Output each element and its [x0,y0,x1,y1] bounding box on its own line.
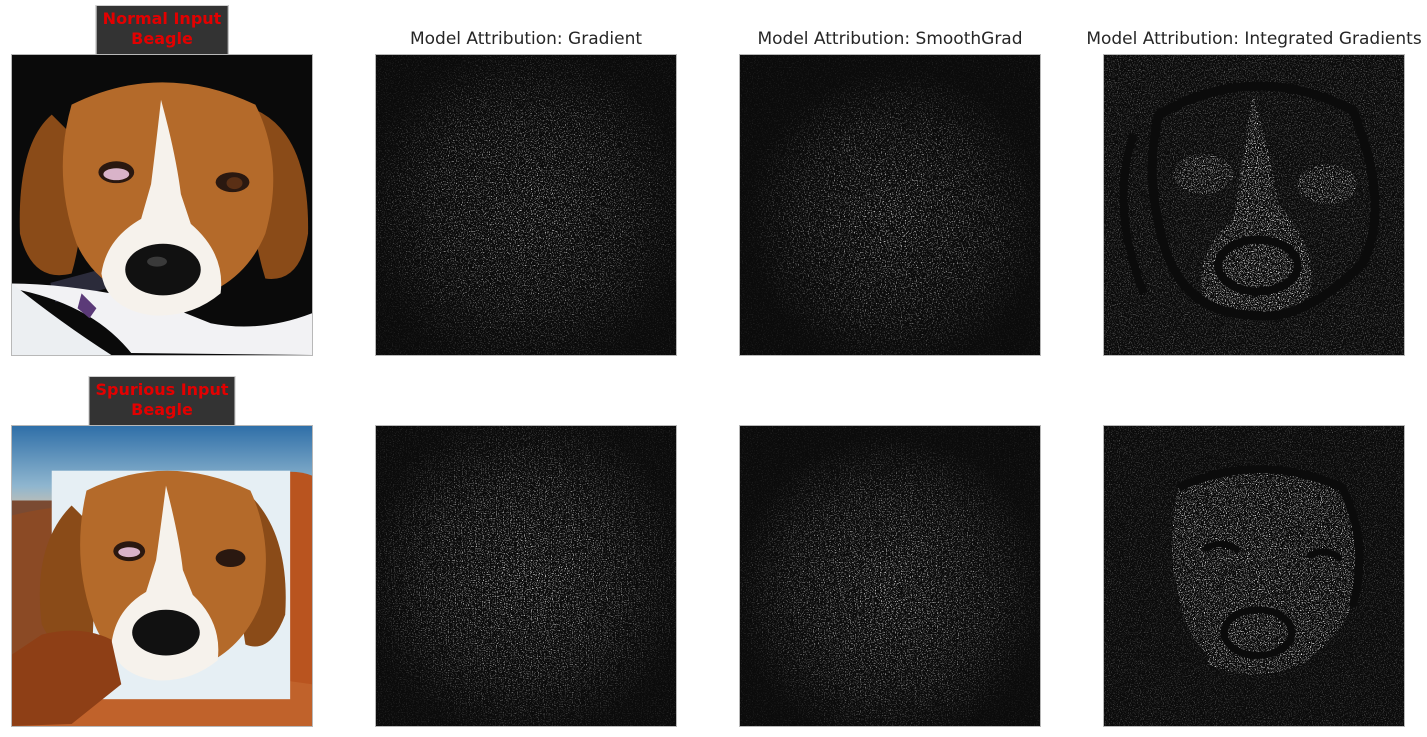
integrated-gradients-attribution-normal [1103,54,1405,356]
label-normal-input: Normal Input Beagle [95,5,229,55]
label-spurious-input-line1: Spurious Input [95,380,229,399]
title-integrated-gradients: Model Attribution: Integrated Gradients [1086,29,1422,49]
spurious-input-image [11,425,313,727]
smoothgrad-attribution-spurious [739,425,1041,727]
label-spurious-input-line2: Beagle [131,400,193,419]
gradient-attribution-normal [375,54,677,356]
gradient-attribution-spurious [375,425,677,727]
smoothgrad-attribution-normal [739,54,1041,356]
title-gradient: Model Attribution: Gradient [409,29,643,49]
label-normal-input-line1: Normal Input [102,9,222,28]
beagle-photo-spurious [12,426,312,726]
label-spurious-input: Spurious Input Beagle [88,376,236,426]
integrated-gradients-attribution-spurious [1103,425,1405,727]
label-normal-input-line2: Beagle [131,29,193,48]
beagle-photo-normal [12,55,312,355]
normal-input-image [11,54,313,356]
title-smoothgrad: Model Attribution: SmoothGrad [757,29,1023,49]
